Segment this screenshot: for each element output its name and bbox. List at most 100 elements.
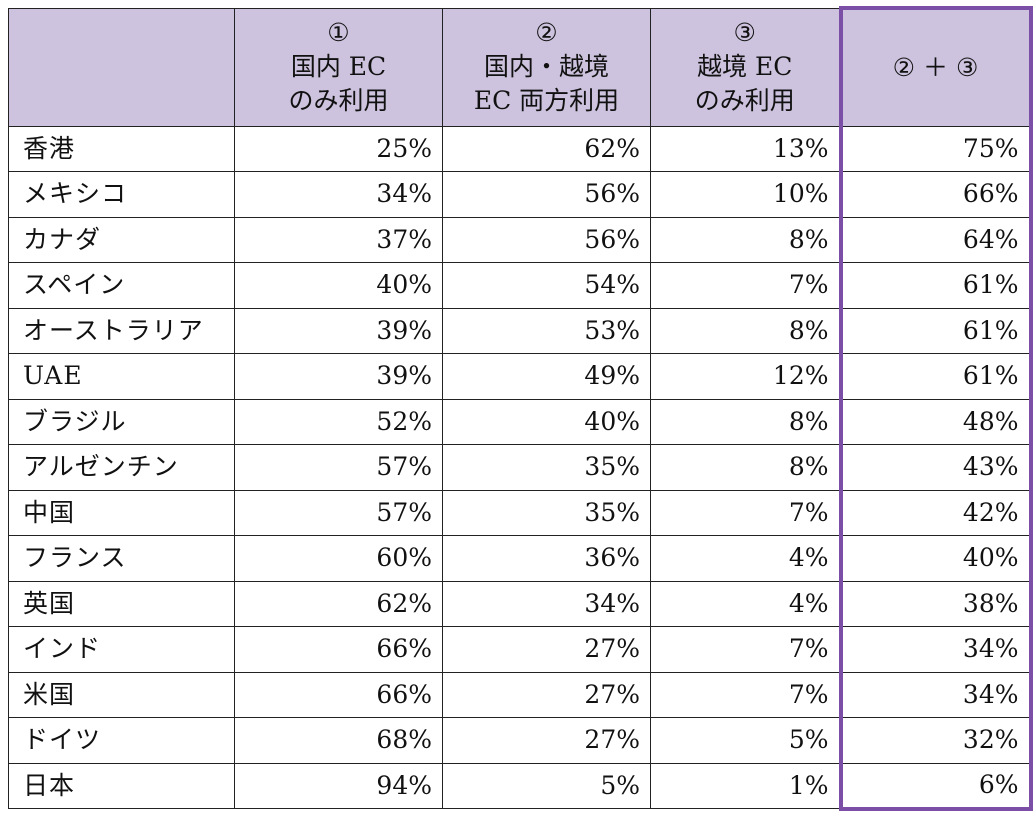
header-row: ① 国内 EC のみ利用 ② 国内・越境 EC 両方利用 ③ 越境 EC のみ利用 ② ＋ ③ — [8, 6, 1033, 127]
value-cell-crossborder-only: 7% — [650, 489, 841, 536]
value-cell-sum-2-3: 48% — [838, 398, 1033, 445]
column-header-line: ② — [535, 18, 558, 47]
table-row: カナダ 37% 56% 8% 64% — [8, 216, 1033, 263]
country-cell: オーストラリア — [8, 307, 235, 354]
value-cell-both: 40% — [442, 398, 651, 445]
value-cell-crossborder-only: 8% — [650, 216, 841, 263]
value-cell-domestic-only: 68% — [234, 717, 443, 764]
column-header-line: ③ — [733, 18, 756, 47]
column-header-both: ② 国内・越境 EC 両方利用 — [442, 7, 651, 127]
value-cell-domestic-only: 52% — [234, 398, 443, 445]
value-cell-crossborder-only: 7% — [650, 262, 841, 309]
value-cell-domestic-only: 57% — [234, 444, 443, 491]
value-cell-crossborder-only: 8% — [650, 398, 841, 445]
table-row: 香港 25% 62% 13% 75% — [8, 125, 1033, 172]
value-cell-both: 27% — [442, 717, 651, 764]
value-cell-domestic-only: 94% — [234, 762, 443, 809]
table-row: ブラジル 52% 40% 8% 48% — [8, 398, 1033, 445]
value-cell-sum-2-3: 34% — [838, 671, 1033, 718]
country-cell: スペイン — [8, 262, 235, 309]
country-cell: カナダ — [8, 216, 235, 263]
value-cell-sum-2-3: 66% — [838, 171, 1033, 218]
column-header-line: ① — [327, 18, 350, 47]
value-cell-domestic-only: 57% — [234, 489, 443, 536]
value-cell-both: 36% — [442, 535, 651, 582]
country-cell: UAE — [8, 353, 235, 400]
value-cell-both: 27% — [442, 626, 651, 673]
value-cell-sum-2-3: 61% — [838, 353, 1033, 400]
value-cell-sum-2-3: 43% — [838, 444, 1033, 491]
table-row: 英国 62% 34% 4% 38% — [8, 580, 1033, 627]
table-row: スペイン 40% 54% 7% 61% — [8, 262, 1033, 309]
value-cell-crossborder-only: 5% — [650, 717, 841, 764]
column-header-line: 国内 EC — [290, 52, 387, 81]
value-cell-domestic-only: 62% — [234, 580, 443, 627]
value-cell-both: 62% — [442, 125, 651, 172]
column-header-country — [8, 7, 235, 127]
country-cell: アルゼンチン — [8, 444, 235, 491]
value-cell-sum-2-3: 38% — [838, 580, 1033, 627]
column-header-line: のみ利用 — [288, 86, 389, 115]
value-cell-sum-2-3: 42% — [838, 489, 1033, 536]
value-cell-both: 35% — [442, 489, 651, 536]
country-cell: メキシコ — [8, 171, 235, 218]
country-cell: ドイツ — [8, 717, 235, 764]
value-cell-domestic-only: 34% — [234, 171, 443, 218]
value-cell-both: 53% — [442, 307, 651, 354]
table-row: オーストラリア 39% 53% 8% 61% — [8, 307, 1033, 354]
value-cell-crossborder-only: 7% — [650, 671, 841, 718]
column-header-crossborder-only: ③ 越境 EC のみ利用 — [650, 7, 841, 127]
value-cell-both: 27% — [442, 671, 651, 718]
table-row: 日本 94% 5% 1% 6% — [8, 762, 1033, 811]
value-cell-crossborder-only: 7% — [650, 626, 841, 673]
value-cell-sum-2-3: 61% — [838, 262, 1033, 309]
column-header-line: 越境 EC — [697, 52, 793, 81]
value-cell-domestic-only: 25% — [234, 125, 443, 172]
table-row: ドイツ 68% 27% 5% 32% — [8, 717, 1033, 764]
value-cell-domestic-only: 39% — [234, 307, 443, 354]
column-header-domestic-only: ① 国内 EC のみ利用 — [234, 7, 443, 127]
value-cell-both: 49% — [442, 353, 651, 400]
value-cell-domestic-only: 66% — [234, 671, 443, 718]
country-cell: インド — [8, 626, 235, 673]
table-row: フランス 60% 36% 4% 40% — [8, 535, 1033, 582]
value-cell-domestic-only: 37% — [234, 216, 443, 263]
value-cell-crossborder-only: 8% — [650, 307, 841, 354]
value-cell-sum-2-3: 34% — [838, 626, 1033, 673]
value-cell-both: 35% — [442, 444, 651, 491]
table-row: アルゼンチン 57% 35% 8% 43% — [8, 444, 1033, 491]
value-cell-crossborder-only: 4% — [650, 580, 841, 627]
value-cell-domestic-only: 39% — [234, 353, 443, 400]
table-body: 香港 25% 62% 13% 75% メキシコ 34% 56% 10% 66% カナダ 37% 56% 8… — [8, 125, 1033, 811]
value-cell-domestic-only: 60% — [234, 535, 443, 582]
column-header-line: 国内・越境 — [483, 52, 609, 81]
country-cell: 中国 — [8, 489, 235, 536]
table-container: ① 国内 EC のみ利用 ② 国内・越境 EC 両方利用 ③ 越境 EC のみ利用 ② ＋ ③ 香… — [8, 6, 1033, 811]
value-cell-crossborder-only: 1% — [650, 762, 841, 809]
table-row: インド 66% 27% 7% 34% — [8, 626, 1033, 673]
value-cell-both: 56% — [442, 216, 651, 263]
value-cell-sum-2-3: 64% — [838, 216, 1033, 263]
value-cell-sum-2-3: 61% — [838, 307, 1033, 354]
column-header-line: EC 両方利用 — [473, 86, 620, 115]
country-cell: 英国 — [8, 580, 235, 627]
country-cell: ブラジル — [8, 398, 235, 445]
value-cell-sum-2-3: 40% — [838, 535, 1033, 582]
value-cell-domestic-only: 40% — [234, 262, 443, 309]
value-cell-sum-2-3: 75% — [838, 125, 1033, 172]
table-row: メキシコ 34% 56% 10% 66% — [8, 171, 1033, 218]
table-row: 中国 57% 35% 7% 42% — [8, 489, 1033, 536]
value-cell-both: 54% — [442, 262, 651, 309]
value-cell-crossborder-only: 10% — [650, 171, 841, 218]
country-cell: 日本 — [8, 762, 235, 809]
country-cell: 香港 — [8, 125, 235, 172]
value-cell-sum-2-3: 32% — [838, 717, 1033, 764]
ec-usage-table: ① 国内 EC のみ利用 ② 国内・越境 EC 両方利用 ③ 越境 EC のみ利用 ② ＋ ③ 香… — [8, 6, 1033, 811]
value-cell-both: 56% — [442, 171, 651, 218]
country-cell: 米国 — [8, 671, 235, 718]
value-cell-crossborder-only: 13% — [650, 125, 841, 172]
value-cell-sum-2-3: 6% — [838, 762, 1033, 811]
value-cell-domestic-only: 66% — [234, 626, 443, 673]
column-header-sum-2-3: ② ＋ ③ — [838, 6, 1033, 127]
value-cell-crossborder-only: 4% — [650, 535, 841, 582]
